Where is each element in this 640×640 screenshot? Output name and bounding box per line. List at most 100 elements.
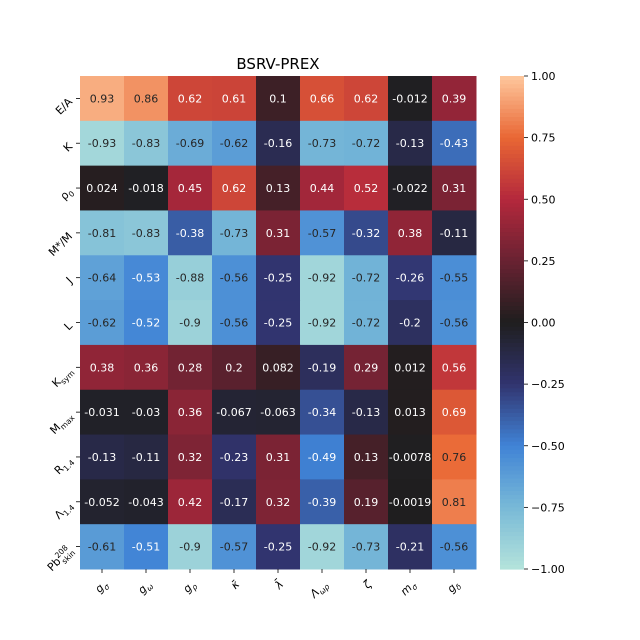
cell-value-label: 0.93 — [90, 92, 115, 105]
heatmap-cell — [80, 344, 125, 391]
heatmap-cell — [124, 389, 169, 436]
colorbar-segment — [500, 474, 524, 480]
x-tick-label: gσ — [93, 577, 113, 597]
colorbar-segment — [500, 125, 524, 131]
colorbar-segment — [500, 141, 524, 147]
colorbar-segment — [500, 449, 524, 455]
cell-value-label: -0.9 — [179, 541, 200, 554]
colorbar-segment — [500, 149, 524, 155]
cell-value-label: -0.51 — [132, 541, 160, 554]
cell-value-label: -0.052 — [84, 496, 119, 509]
cell-value-label: -0.018 — [128, 182, 163, 195]
cell-value-label: -0.11 — [132, 451, 160, 464]
cell-value-label: 0.44 — [310, 182, 335, 195]
colorbar-tick-label: −0.25 — [531, 378, 565, 391]
colorbar-tick-label: 0.25 — [531, 255, 556, 268]
colorbar-segment — [500, 421, 524, 426]
y-tick-label: J — [63, 275, 75, 287]
cell-value-label: -0.13 — [396, 137, 424, 150]
heatmap-cell — [168, 210, 213, 256]
cell-value-label: -0.62 — [88, 317, 116, 330]
heatmap-cell — [212, 389, 257, 436]
colorbar-segment — [500, 108, 524, 114]
colorbar-segment — [500, 199, 524, 204]
cell-value-label: -0.03 — [132, 406, 160, 419]
heatmap-cell — [388, 210, 433, 256]
colorbar-segment — [500, 338, 524, 344]
colorbar-segment — [500, 256, 524, 262]
cell-value-label: 0.31 — [442, 182, 467, 195]
colorbar-segment — [500, 285, 524, 291]
cell-value-label: 0.024 — [86, 182, 118, 195]
colorbar-segment — [500, 548, 524, 554]
colorbar-segment — [500, 195, 524, 200]
colorbar-segment — [500, 96, 524, 102]
heatmap-cell — [300, 76, 345, 122]
colorbar-segment — [500, 228, 524, 233]
colorbar-segment — [500, 326, 524, 332]
heatmap-cell — [168, 389, 213, 436]
heatmap-cell — [124, 255, 169, 301]
cell-value-label: -0.88 — [176, 272, 204, 285]
colorbar-segment — [500, 347, 524, 352]
colorbar-tick-label: −1.00 — [531, 563, 565, 576]
cell-value-label: -0.25 — [264, 317, 292, 330]
heatmap-cell — [168, 434, 213, 480]
colorbar-segment — [500, 490, 524, 496]
cell-value-label: -0.9 — [179, 317, 200, 330]
y-tick-labels: E/A Kρ0 M*/M J L Ksym Mmax R1.4 Λ1.4 Pb208skin — [45, 95, 80, 574]
colorbar-segment — [500, 117, 524, 122]
cell-value-label: -0.92 — [308, 541, 336, 554]
cell-value-label: 0.52 — [354, 182, 379, 195]
y-tick-label: R1.4 — [52, 454, 77, 479]
heatmap-cell — [124, 165, 169, 211]
heatmap-cell — [432, 300, 477, 346]
heatmap-cell — [388, 344, 433, 391]
colorbar-segment — [500, 375, 524, 381]
heatmap-cell — [168, 76, 213, 122]
colorbar-segment — [500, 191, 524, 196]
colorbar-segment — [500, 367, 524, 373]
heatmap-cell — [300, 479, 345, 525]
heatmap-cell — [344, 165, 389, 211]
heatmap-cell — [168, 524, 213, 570]
cell-value-label: -0.0078 — [389, 451, 431, 464]
cell-value-label: 0.36 — [178, 406, 203, 419]
cell-value-label: -0.64 — [88, 272, 116, 285]
colorbar-segment — [500, 273, 524, 278]
colorbar-segment — [500, 343, 524, 348]
cell-value-label: 0.66 — [310, 92, 335, 105]
heatmap-cell — [344, 300, 389, 346]
colorbar-segment — [500, 264, 524, 270]
colorbar-segment — [500, 441, 524, 447]
colorbar-tick-label: −0.50 — [531, 440, 565, 453]
heatmap-cell — [344, 76, 389, 122]
cell-value-label: -0.022 — [392, 182, 427, 195]
cell-value-label: -0.57 — [220, 541, 248, 554]
cell-value-label: -0.012 — [392, 92, 427, 105]
colorbar-segment — [500, 544, 524, 550]
colorbar-segment — [500, 170, 524, 176]
heatmap-cell — [80, 479, 125, 525]
x-tick-label: gρ — [181, 578, 200, 597]
colorbar-segment — [500, 392, 524, 398]
cell-value-label: -0.26 — [396, 272, 424, 285]
cell-value-label: 0.62 — [354, 92, 379, 105]
cell-value-label: -0.72 — [352, 317, 380, 330]
heatmap-cell — [432, 76, 477, 122]
colorbar-segment — [500, 100, 524, 106]
cell-value-label: 0.1 — [269, 92, 287, 105]
colorbar-tick-label: 0.75 — [531, 132, 556, 145]
cell-value-label: -0.72 — [352, 272, 380, 285]
heatmap-cell — [432, 165, 477, 211]
colorbar-segment — [500, 429, 524, 435]
x-tick-label: mσ — [398, 577, 420, 599]
chart-title: BSRV-PREX — [236, 55, 319, 73]
colorbar-segment — [500, 507, 524, 513]
colorbar-segment — [500, 137, 524, 143]
cell-value-label: -0.61 — [88, 541, 116, 554]
cell-value-label: -0.25 — [264, 272, 292, 285]
cell-value-label: 0.69 — [442, 406, 467, 419]
heatmap-cell — [344, 434, 389, 480]
heatmap-cell — [432, 479, 477, 525]
